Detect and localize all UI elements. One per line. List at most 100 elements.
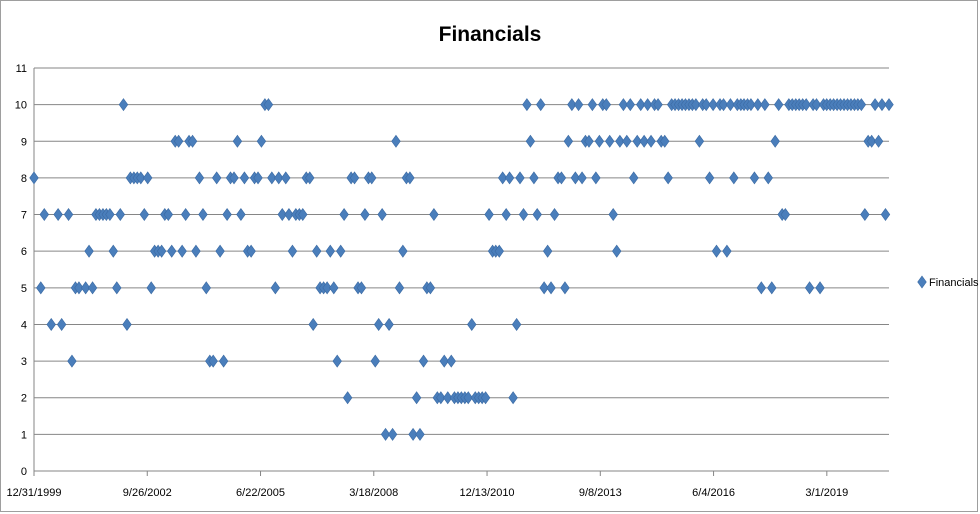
data-point (339, 208, 349, 222)
data-point (549, 208, 560, 222)
data-point (770, 134, 780, 148)
data-point (801, 98, 811, 112)
data-point (529, 171, 539, 185)
data-point (522, 98, 532, 112)
data-point (760, 98, 770, 112)
data-point (608, 208, 618, 222)
data-point (525, 134, 536, 148)
data-point (173, 134, 184, 148)
data-point (391, 134, 401, 148)
data-point (405, 171, 415, 185)
data-point (815, 281, 825, 295)
data-point (625, 98, 636, 112)
data-point (287, 244, 298, 258)
data-point (146, 281, 156, 295)
data-point (53, 208, 63, 222)
data-point (708, 98, 718, 112)
x-tick-label: 6/22/2005 (236, 487, 285, 499)
data-point (504, 171, 515, 185)
data-point (136, 171, 146, 185)
data-point (725, 98, 736, 112)
data-point (80, 281, 91, 295)
data-point (108, 244, 118, 258)
data-point (263, 98, 274, 112)
data-point (729, 171, 739, 185)
data-point (305, 171, 315, 185)
data-point (501, 208, 511, 222)
data-point (373, 317, 384, 331)
data-point (587, 98, 598, 112)
data-point (222, 208, 232, 222)
data-point (163, 208, 174, 222)
data-point (653, 98, 663, 112)
data-point (570, 171, 581, 185)
data-point (811, 98, 822, 112)
data-point (325, 244, 335, 258)
data-point (246, 244, 256, 258)
legend-marker-financials (917, 275, 927, 289)
data-point (584, 134, 594, 148)
data-point (277, 208, 287, 222)
data-point (694, 134, 705, 148)
data-point (384, 317, 394, 331)
data-point (632, 134, 642, 148)
y-tick-label: 8 (21, 173, 27, 185)
data-point (591, 171, 601, 185)
data-point (415, 427, 425, 441)
data-point (704, 171, 715, 185)
x-tick-label: 3/18/2008 (349, 487, 398, 499)
data-point (377, 208, 387, 222)
data-point (763, 171, 773, 185)
data-point (143, 171, 153, 185)
data-point (194, 171, 205, 185)
data-point (446, 354, 456, 368)
data-point (256, 134, 267, 148)
data-point (370, 354, 380, 368)
data-point (115, 208, 125, 222)
x-tick-label: 6/4/2016 (692, 487, 735, 499)
data-point (87, 281, 98, 295)
data-point (236, 208, 246, 222)
data-point (646, 134, 656, 148)
data-point (753, 98, 763, 112)
data-point (618, 98, 629, 112)
data-point (36, 281, 46, 295)
data-point (622, 134, 632, 148)
data-point (180, 208, 191, 222)
data-point (356, 281, 367, 295)
legend-label-financials: Financials (929, 277, 979, 289)
data-point (332, 354, 342, 368)
data-point (443, 391, 453, 405)
data-point (329, 281, 339, 295)
y-tick-label: 7 (21, 210, 27, 222)
data-point (804, 281, 815, 295)
data-point (270, 281, 281, 295)
data-point (122, 317, 132, 331)
data-point (511, 317, 522, 331)
data-point (167, 244, 177, 258)
data-point (336, 244, 346, 258)
y-tick-label: 10 (15, 100, 27, 112)
data-point (560, 281, 570, 295)
x-tick-label: 12/13/2010 (460, 487, 515, 499)
data-point (877, 98, 887, 112)
data-point (594, 134, 605, 148)
data-point (880, 208, 891, 222)
data-point (532, 208, 542, 222)
data-point (425, 281, 436, 295)
data-point (601, 98, 611, 112)
data-point (756, 281, 767, 295)
data-point (539, 281, 549, 295)
data-point (156, 244, 167, 258)
data-point (253, 171, 263, 185)
y-tick-label: 1 (21, 429, 27, 441)
data-point (112, 281, 122, 295)
data-point (612, 244, 622, 258)
data-point (118, 98, 129, 112)
data-point (463, 391, 473, 405)
data-point (577, 171, 587, 185)
data-point (29, 171, 39, 185)
data-point (866, 134, 877, 148)
